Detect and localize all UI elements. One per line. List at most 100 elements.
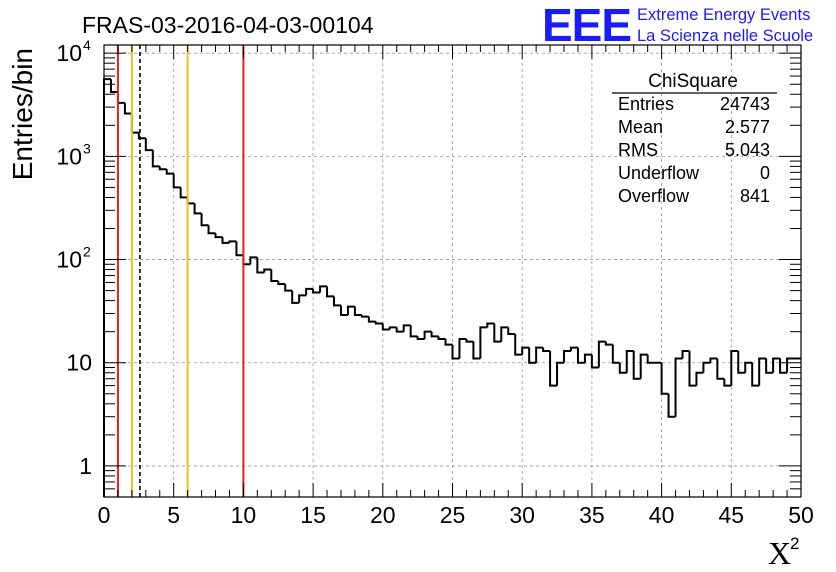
histogram-bin [402, 324, 411, 332]
x-tick-label: 40 [649, 502, 675, 528]
histogram-bin [235, 241, 244, 257]
stats-label: Entries [618, 94, 674, 114]
histogram-bin [444, 338, 453, 346]
histogram-bin [179, 187, 188, 199]
x-tick-label: 10 [231, 502, 257, 528]
y-tick-label: 10 [56, 143, 82, 169]
stats-value: 24743 [720, 94, 770, 114]
histogram-bin [472, 341, 481, 360]
y-tick-label: 10 [56, 40, 82, 66]
histogram-bin [137, 132, 146, 140]
histogram-bin [381, 323, 390, 331]
eee-logo-mark: EEE [542, 0, 631, 51]
stats-label: Mean [618, 117, 663, 137]
stats-label: Underflow [618, 163, 700, 183]
histogram-bin [353, 306, 362, 317]
grid-layer [104, 45, 801, 497]
histogram-bin [576, 347, 585, 364]
histogram-bin [528, 347, 537, 364]
histogram-bin [103, 78, 111, 497]
histogram-bin [695, 371, 704, 386]
y-tick-label-exponent: 3 [83, 140, 91, 156]
histogram-bin [339, 305, 348, 317]
histogram-bin [263, 268, 272, 273]
histogram-bin [479, 326, 488, 359]
y-tick-label-exponent: 4 [83, 37, 91, 53]
histogram-bin [416, 336, 425, 340]
histogram-bin [409, 325, 418, 338]
histogram-bin [563, 349, 571, 363]
y-tick-label: 10 [56, 247, 82, 273]
histogram-bin [604, 341, 613, 346]
stats-value: 841 [740, 186, 770, 206]
histogram-bin [277, 280, 286, 285]
histogram-bin [542, 347, 551, 352]
x-tick-label: 5 [167, 502, 180, 528]
histogram-bin [367, 316, 376, 323]
histogram-bin [744, 361, 753, 373]
histogram-bin [319, 285, 328, 293]
histogram-bin [597, 340, 606, 368]
histogram-bin [305, 287, 314, 296]
x-tick-label: 30 [509, 502, 535, 528]
histogram-bin [284, 283, 293, 292]
histogram-bin [430, 331, 439, 338]
histogram-layer [103, 78, 801, 497]
histogram-bin [109, 79, 118, 94]
histogram-bin [660, 362, 669, 395]
y-tick-label: 1 [79, 453, 92, 479]
histogram-bin [549, 350, 558, 387]
stats-value: 0 [760, 163, 770, 183]
histogram-bin [165, 169, 174, 175]
histogram-bin [556, 361, 565, 386]
stats-label: RMS [618, 140, 658, 160]
histogram-bin [395, 327, 404, 333]
x-tick-label: 25 [440, 502, 466, 528]
x-axis-label: X 2 [768, 534, 799, 571]
x-tick-labels: 0 5 10 15 20 25 30 35 40 45 50 [98, 502, 814, 528]
histogram-bin [486, 322, 495, 328]
histogram-bin [291, 290, 300, 304]
histogram-bin [772, 357, 781, 373]
histogram-bin [256, 257, 265, 274]
histogram-bin [360, 315, 369, 318]
histogram-bin [716, 358, 725, 380]
x-axis-label-main: X [768, 535, 791, 571]
histogram-bin [214, 233, 223, 239]
histogram-bin [374, 321, 383, 325]
chart-title: FRAS-03-2016-04-03-00104 [82, 12, 374, 38]
x-tick-label: 0 [98, 502, 111, 528]
vertical-lines-layer [116, 45, 245, 497]
histogram-bin [346, 305, 355, 316]
histogram-bin [333, 296, 341, 307]
histogram-bin [123, 102, 132, 115]
histogram-bin [535, 346, 544, 363]
histogram-bin [423, 330, 432, 339]
histogram-bin [207, 225, 216, 235]
histogram-bin [723, 378, 732, 387]
eee-logo-line2: La Scienza nelle Scuole [637, 27, 813, 45]
histogram-bin [674, 357, 683, 417]
histogram-bin [507, 327, 516, 335]
histogram-bin [611, 344, 620, 364]
histogram-bin [625, 349, 634, 373]
histogram-bin [458, 337, 467, 359]
y-axis-label: Entries/bin [7, 48, 38, 180]
histogram-bin [312, 288, 321, 294]
stats-value: 5.043 [725, 140, 770, 160]
x-axis-label-superscript: 2 [790, 534, 799, 553]
histogram-bin [758, 357, 767, 386]
histogram-bin [667, 393, 676, 418]
histogram-bin [688, 350, 697, 387]
histogram-bin [514, 333, 523, 356]
stats-rows: Entries 24743 Mean 2.577 RMS 5.043 Underflow 0 O… [618, 94, 770, 206]
histogram-bin [709, 357, 718, 363]
histogram-bin [646, 354, 655, 364]
stats-label: Overflow [618, 186, 690, 206]
eee-logo: EEE Extreme Energy Events La Scienza nel… [542, 0, 813, 51]
y-tick-label: 10 [66, 350, 92, 376]
histogram-bin [130, 113, 139, 134]
histogram-bin [116, 92, 125, 104]
